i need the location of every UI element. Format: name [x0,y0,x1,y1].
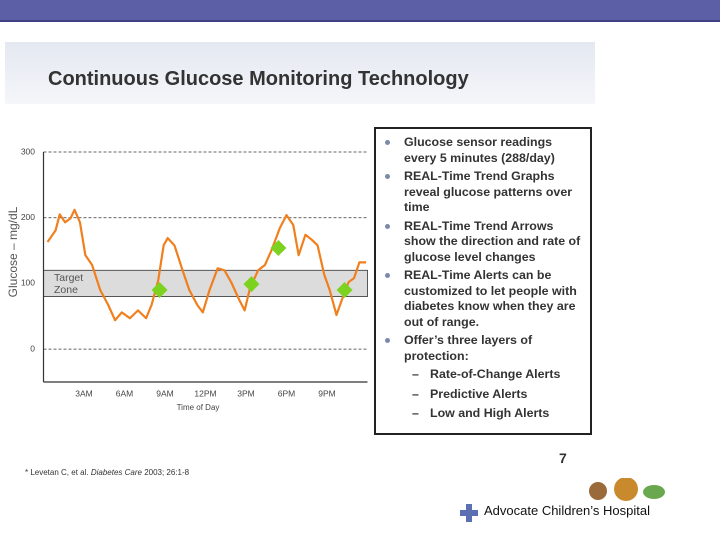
x-axis-label: Time of Day [177,403,220,412]
bullet-text: Glucose sensor readings every 5 minutes … [404,135,555,165]
reading-marker [336,282,353,298]
logo-cross [460,510,478,516]
y-tick-label: 0 [30,343,35,353]
slide-title: Continuous Glucose Monitoring Technology [48,68,469,90]
sub-list: Rate-of-Change Alerts Predictive Alerts Lo… [404,364,586,422]
reading-marker [151,282,168,298]
bullet-text: REAL-Time Trend Graphs reveal glucose pa… [404,169,573,214]
x-tick-label: 9AM [156,388,173,398]
top-banner [0,0,720,22]
x-tick-label: 6AM [116,388,133,398]
logo-graphics [460,478,665,522]
x-tick-label: 12PM [194,388,216,398]
x-tick-label: 3PM [237,388,254,398]
y-axis-label: Glucose – mg/dL [6,206,20,297]
bullet-item: REAL-Time Trend Arrows show the directio… [385,218,586,266]
footnote-journal: Diabetes Care [90,468,142,477]
bullet-item: REAL-Time Alerts can be customized to le… [385,268,586,330]
y-tick-label: 300 [21,146,35,156]
logo-text: Advocate Children’s Hospital [484,503,650,518]
footnote-text: * Levetan C, et al. [25,468,91,477]
y-tick-label: 200 [21,212,35,222]
y-tick-label: 100 [21,278,35,288]
sub-item: Predictive Alerts [404,387,586,403]
target-zone-label: Target Zone [54,272,84,296]
reading-marker [270,239,287,256]
bullet-item: REAL-Time Trend Graphs reveal glucose pa… [385,169,586,216]
bullet-text: REAL-Time Alerts can be customized to le… [404,268,577,329]
bullet-list: Glucose sensor readings every 5 minutes … [376,129,590,422]
x-tick-label: 3AM [75,388,92,398]
animal-icon [614,478,638,501]
slide-header [5,42,595,104]
bullet-box: Glucose sensor readings every 5 minutes … [374,127,592,435]
page-number: 7 [559,450,567,466]
animal-icon [643,485,665,499]
footnote-text: 2003; 26:1-8 [141,468,190,477]
bullet-item: Offer’s three layers of protection:Rate-… [385,333,586,422]
bullet-text: REAL-Time Trend Arrows show the directio… [404,218,581,264]
sub-item: Rate-of-Change Alerts [404,367,586,383]
x-tick-label: 9PM [318,388,335,398]
sub-item: Low and High Alerts [404,406,586,422]
animal-icon [589,482,607,500]
glucose-line [46,208,367,322]
bullet-item: Glucose sensor readings every 5 minutes … [385,135,586,166]
bullet-text: Offer’s three layers of protection: [404,333,533,363]
reading-marker [243,276,260,293]
footnote: * Levetan C, et al. Diabetes Care 2003; … [25,468,189,477]
x-tick-label: 6PM [278,388,295,398]
